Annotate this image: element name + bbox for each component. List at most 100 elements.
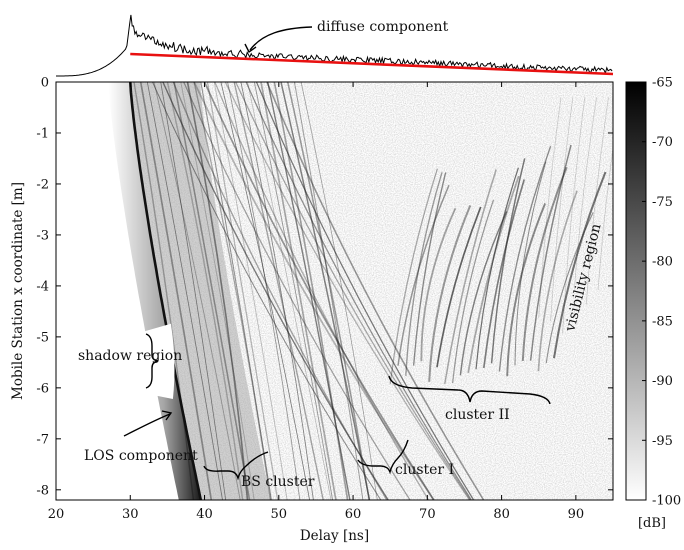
mpc-streak <box>186 82 249 500</box>
los-arrowhead <box>161 410 173 421</box>
cb-tick-label: -65 <box>652 76 673 91</box>
heatmap <box>56 82 613 500</box>
colorbar-unit: [dB] <box>638 516 666 531</box>
los-band <box>108 82 201 500</box>
mpc-streak <box>245 82 472 500</box>
mpc-streak <box>240 82 314 500</box>
shadow-brace <box>145 333 159 389</box>
mpc-streak <box>300 82 378 500</box>
cb-tick-label: -90 <box>652 374 673 389</box>
mpc-streak <box>200 82 272 500</box>
annotations <box>123 26 551 481</box>
plot-frame <box>55 81 614 501</box>
mpc-streak <box>389 168 439 385</box>
mpc-streak <box>451 199 495 384</box>
mpc-streak <box>490 158 526 364</box>
x-axis: 20 30 40 50 60 70 80 90 <box>48 82 584 522</box>
mpc-streak <box>224 82 471 500</box>
mpc-streak <box>293 82 364 500</box>
x-tick-label: 80 <box>493 507 510 522</box>
mpc-streak <box>213 82 288 500</box>
cb-tick-label: -95 <box>652 434 673 449</box>
x-tick-label: 40 <box>196 507 213 522</box>
mpc-streak <box>235 82 471 500</box>
mpc-streak <box>498 145 552 372</box>
mpc-streak <box>160 82 227 500</box>
mpc-streak <box>562 97 586 334</box>
mpc-streak <box>139 82 213 500</box>
x-tick-label: 20 <box>48 507 65 522</box>
mpc-streak <box>286 82 370 500</box>
mpc-streak <box>193 82 435 500</box>
annotation-los: LOS component <box>84 448 198 464</box>
cluster-ii-brace <box>388 375 551 405</box>
mpc-streak <box>206 82 279 500</box>
y-tick-label: -2 <box>36 177 49 192</box>
mpc-streak <box>550 97 574 322</box>
mpc-streak <box>267 82 351 500</box>
mpc-streak <box>444 169 497 385</box>
diffuse-arrow <box>249 26 313 51</box>
y-axis: 0 -1 -2 -3 -4 -5 -6 -7 -8 <box>36 76 613 498</box>
mpc-streak <box>166 82 244 500</box>
mpc-streak <box>420 207 457 362</box>
y-axis-label: Mobile Station x coordinate [m] <box>10 182 26 400</box>
mpc-streak <box>233 82 324 500</box>
mpc-streak <box>553 171 607 359</box>
cb-tick-label: -70 <box>652 135 673 150</box>
mpc-streak <box>412 172 447 366</box>
y-tick-label: -6 <box>36 381 49 396</box>
mpc-streak <box>597 145 613 290</box>
mpc-streak <box>193 82 272 500</box>
mpc-streak <box>153 82 241 500</box>
cb-tick-label: -80 <box>652 255 673 270</box>
mpc-streak <box>514 161 547 366</box>
mpc-streak <box>260 82 337 500</box>
mpc-streak <box>506 203 546 377</box>
mpc-streak <box>537 190 578 372</box>
mpc-streak <box>227 82 301 500</box>
mpc-streak <box>405 172 443 376</box>
diffuse-arrowhead <box>244 43 257 54</box>
annotation-bs-cluster: BS cluster <box>241 474 315 490</box>
los-line <box>129 82 203 500</box>
pdp-inset <box>56 14 614 77</box>
colorbar: -65 -70 -75 -80 -85 -90 -95 -100 [dB] <box>625 76 681 531</box>
mpc-streak <box>253 82 334 500</box>
x-tick-label: 70 <box>419 507 436 522</box>
mpc-streak <box>397 184 450 366</box>
y-tick-label: -3 <box>36 228 49 243</box>
x-tick-label: 90 <box>568 507 585 522</box>
los-arrow <box>123 413 171 437</box>
mpc-streak <box>152 82 382 500</box>
mpc-streak <box>220 82 310 500</box>
cb-tick-label: -75 <box>652 195 673 210</box>
mpc-streak <box>436 206 482 368</box>
mpc-streak <box>146 82 223 500</box>
grain-region <box>130 82 613 500</box>
mpc-streak <box>183 82 411 500</box>
mpc-streak <box>172 82 388 500</box>
y-tick-label: -8 <box>36 483 49 498</box>
mpc-streak <box>214 82 430 500</box>
mpc-streak <box>467 175 520 373</box>
x-tick-label: 30 <box>122 507 139 522</box>
mpc-streak <box>538 97 562 318</box>
multipath-components <box>133 82 613 500</box>
mpc-streak <box>173 82 251 500</box>
diffuse-trend-line <box>130 52 614 76</box>
y-tick-label: -1 <box>36 126 49 141</box>
y-tick-label: -5 <box>36 330 49 345</box>
x-axis-label: Delay [ns] <box>300 528 369 544</box>
mpc-streak <box>428 205 472 382</box>
bs-cluster-brace <box>203 451 269 481</box>
x-tick-label: 50 <box>271 507 288 522</box>
colorbar-ramp <box>625 81 647 501</box>
mpc-streak <box>529 144 572 361</box>
mpc-streak <box>521 166 568 362</box>
mpc-streak <box>482 179 525 369</box>
mpc-streak <box>459 211 508 376</box>
annotation-cluster-ii: cluster II <box>445 407 510 423</box>
y-tick-label: -7 <box>36 432 49 447</box>
